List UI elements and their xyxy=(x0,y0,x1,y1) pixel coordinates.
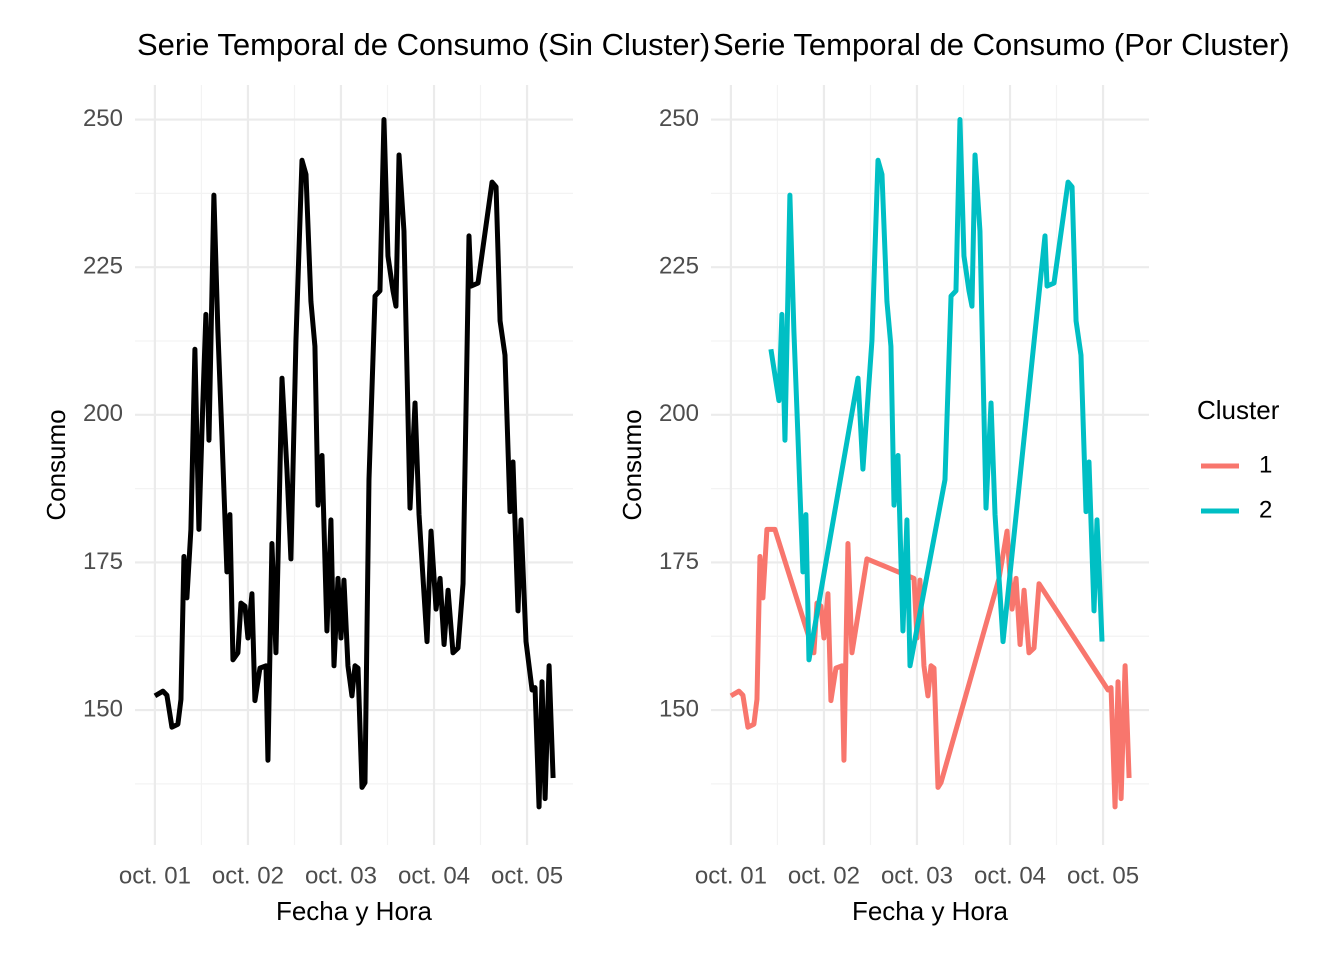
y-tick-label: 150 xyxy=(83,695,123,722)
x-tick-label: oct. 02 xyxy=(788,862,860,889)
y-tick-label: 250 xyxy=(659,105,699,132)
y-tick-label: 225 xyxy=(659,253,699,280)
y-axis-title: Consumo xyxy=(41,409,71,520)
chart-title: Serie Temporal de Consumo (Sin Cluster) xyxy=(137,27,710,62)
x-tick-label: oct. 02 xyxy=(212,862,284,889)
y-axis-title: Consumo xyxy=(617,409,647,520)
legend-label: 1 xyxy=(1259,451,1272,478)
x-tick-label: oct. 04 xyxy=(398,862,470,889)
y-tick-label: 250 xyxy=(83,105,123,132)
x-tick-label: oct. 05 xyxy=(491,862,563,889)
y-tick-label: 150 xyxy=(659,695,699,722)
x-axis-title: Fecha y Hora xyxy=(852,896,1009,926)
x-tick-label: oct. 03 xyxy=(305,862,377,889)
y-tick-label: 175 xyxy=(83,548,123,575)
legend-title: Cluster xyxy=(1197,395,1280,425)
y-tick-label: 225 xyxy=(83,253,123,280)
x-tick-label: oct. 05 xyxy=(1067,862,1139,889)
data-line xyxy=(768,117,1105,669)
y-tick-label: 200 xyxy=(83,400,123,427)
x-tick-label: oct. 01 xyxy=(119,862,191,889)
legend-label: 2 xyxy=(1259,496,1272,523)
chart-title: Serie Temporal de Consumo (Por Cluster) xyxy=(713,27,1290,62)
x-axis-title: Fecha y Hora xyxy=(276,896,433,926)
data-line xyxy=(153,117,556,810)
x-tick-label: oct. 03 xyxy=(881,862,953,889)
y-tick-label: 200 xyxy=(659,400,699,427)
x-tick-label: oct. 01 xyxy=(695,862,767,889)
y-tick-label: 175 xyxy=(659,548,699,575)
x-tick-label: oct. 04 xyxy=(974,862,1046,889)
